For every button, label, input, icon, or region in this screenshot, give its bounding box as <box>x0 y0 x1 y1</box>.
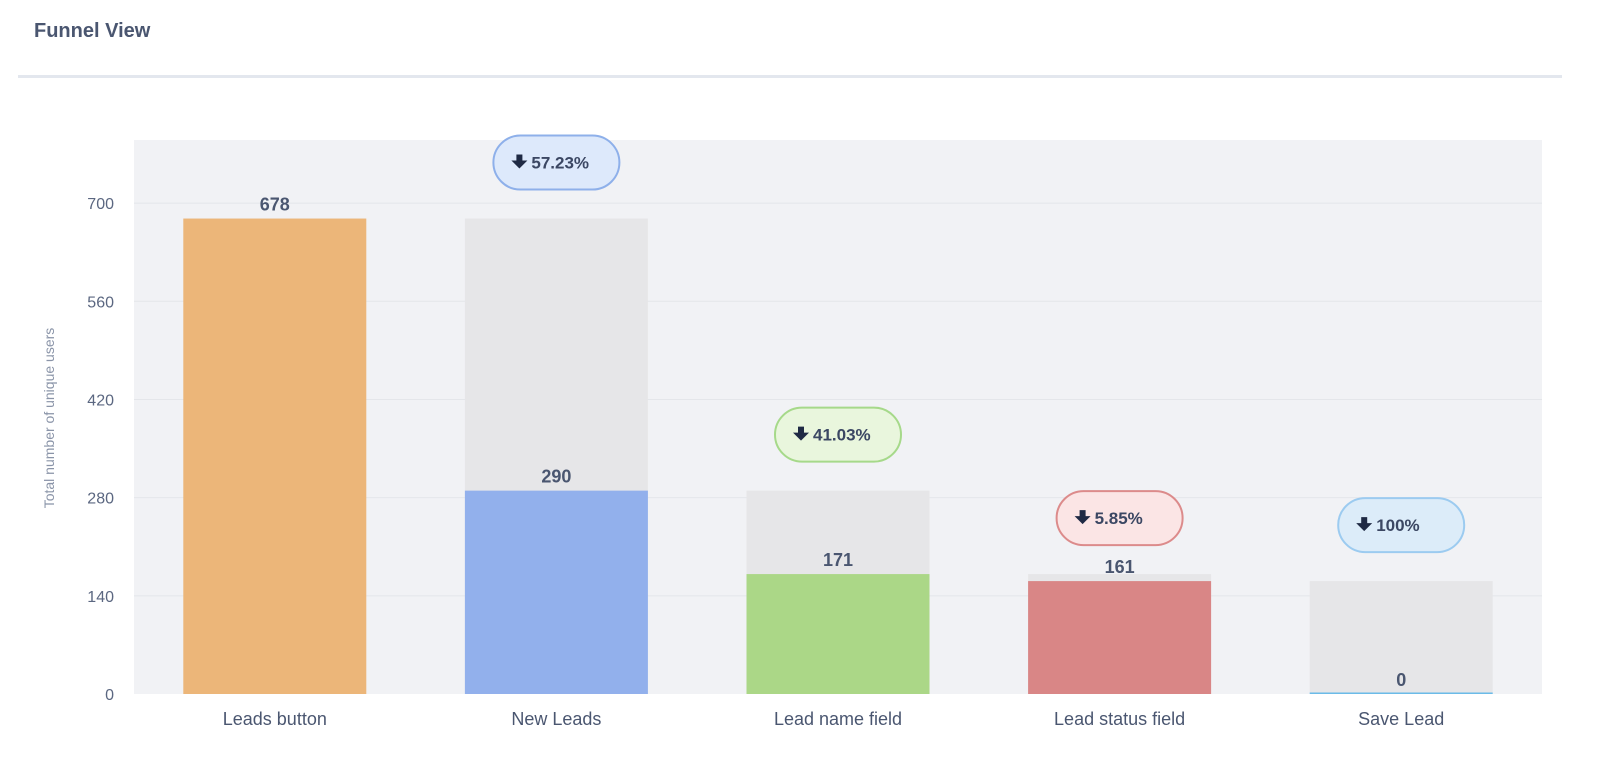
dropoff-badge <box>492 134 621 191</box>
x-tick-label: Leads button <box>223 709 327 729</box>
y-tick-label: 280 <box>87 491 114 508</box>
x-tick-label: Lead status field <box>1054 709 1185 729</box>
dropoff-badge <box>774 406 902 463</box>
bar <box>183 218 367 694</box>
data-label: 161 <box>1105 557 1135 577</box>
bar <box>464 490 648 694</box>
y-tick-label: 560 <box>87 294 114 311</box>
dropoff-percentage: 41.03% <box>813 426 871 445</box>
dropoff-badge <box>1055 490 1184 547</box>
bar <box>746 574 930 694</box>
arrow-down-icon <box>511 154 528 169</box>
arrow-down-icon <box>1356 517 1373 532</box>
bar <box>1028 581 1212 694</box>
header-divider <box>18 75 1562 78</box>
y-tick-label: 0 <box>105 687 114 704</box>
data-label: 0 <box>1396 670 1406 690</box>
dropoff-percentage: 57.23% <box>531 154 589 173</box>
x-tick-label: New Leads <box>511 709 601 729</box>
panel-title: Funnel View <box>34 20 151 42</box>
arrow-down-icon <box>1074 510 1091 525</box>
dropoff-badge <box>1337 497 1466 554</box>
data-label: 290 <box>541 467 571 487</box>
y-tick-label: 420 <box>87 392 114 409</box>
bar <box>1309 692 1493 694</box>
dropoff-percentage: 100% <box>1376 516 1419 535</box>
previous-step-bar <box>1309 581 1493 694</box>
x-tick-label: Save Lead <box>1358 709 1444 729</box>
y-tick-label: 140 <box>87 589 114 606</box>
data-label: 171 <box>823 550 853 570</box>
data-label: 678 <box>260 195 290 215</box>
dropoff-percentage: 5.85% <box>1095 509 1143 528</box>
y-axis-title: Total number of unique users <box>41 328 57 509</box>
x-tick-label: Lead name field <box>774 709 902 729</box>
y-tick-label: 700 <box>87 196 114 213</box>
arrow-down-icon <box>793 426 809 441</box>
